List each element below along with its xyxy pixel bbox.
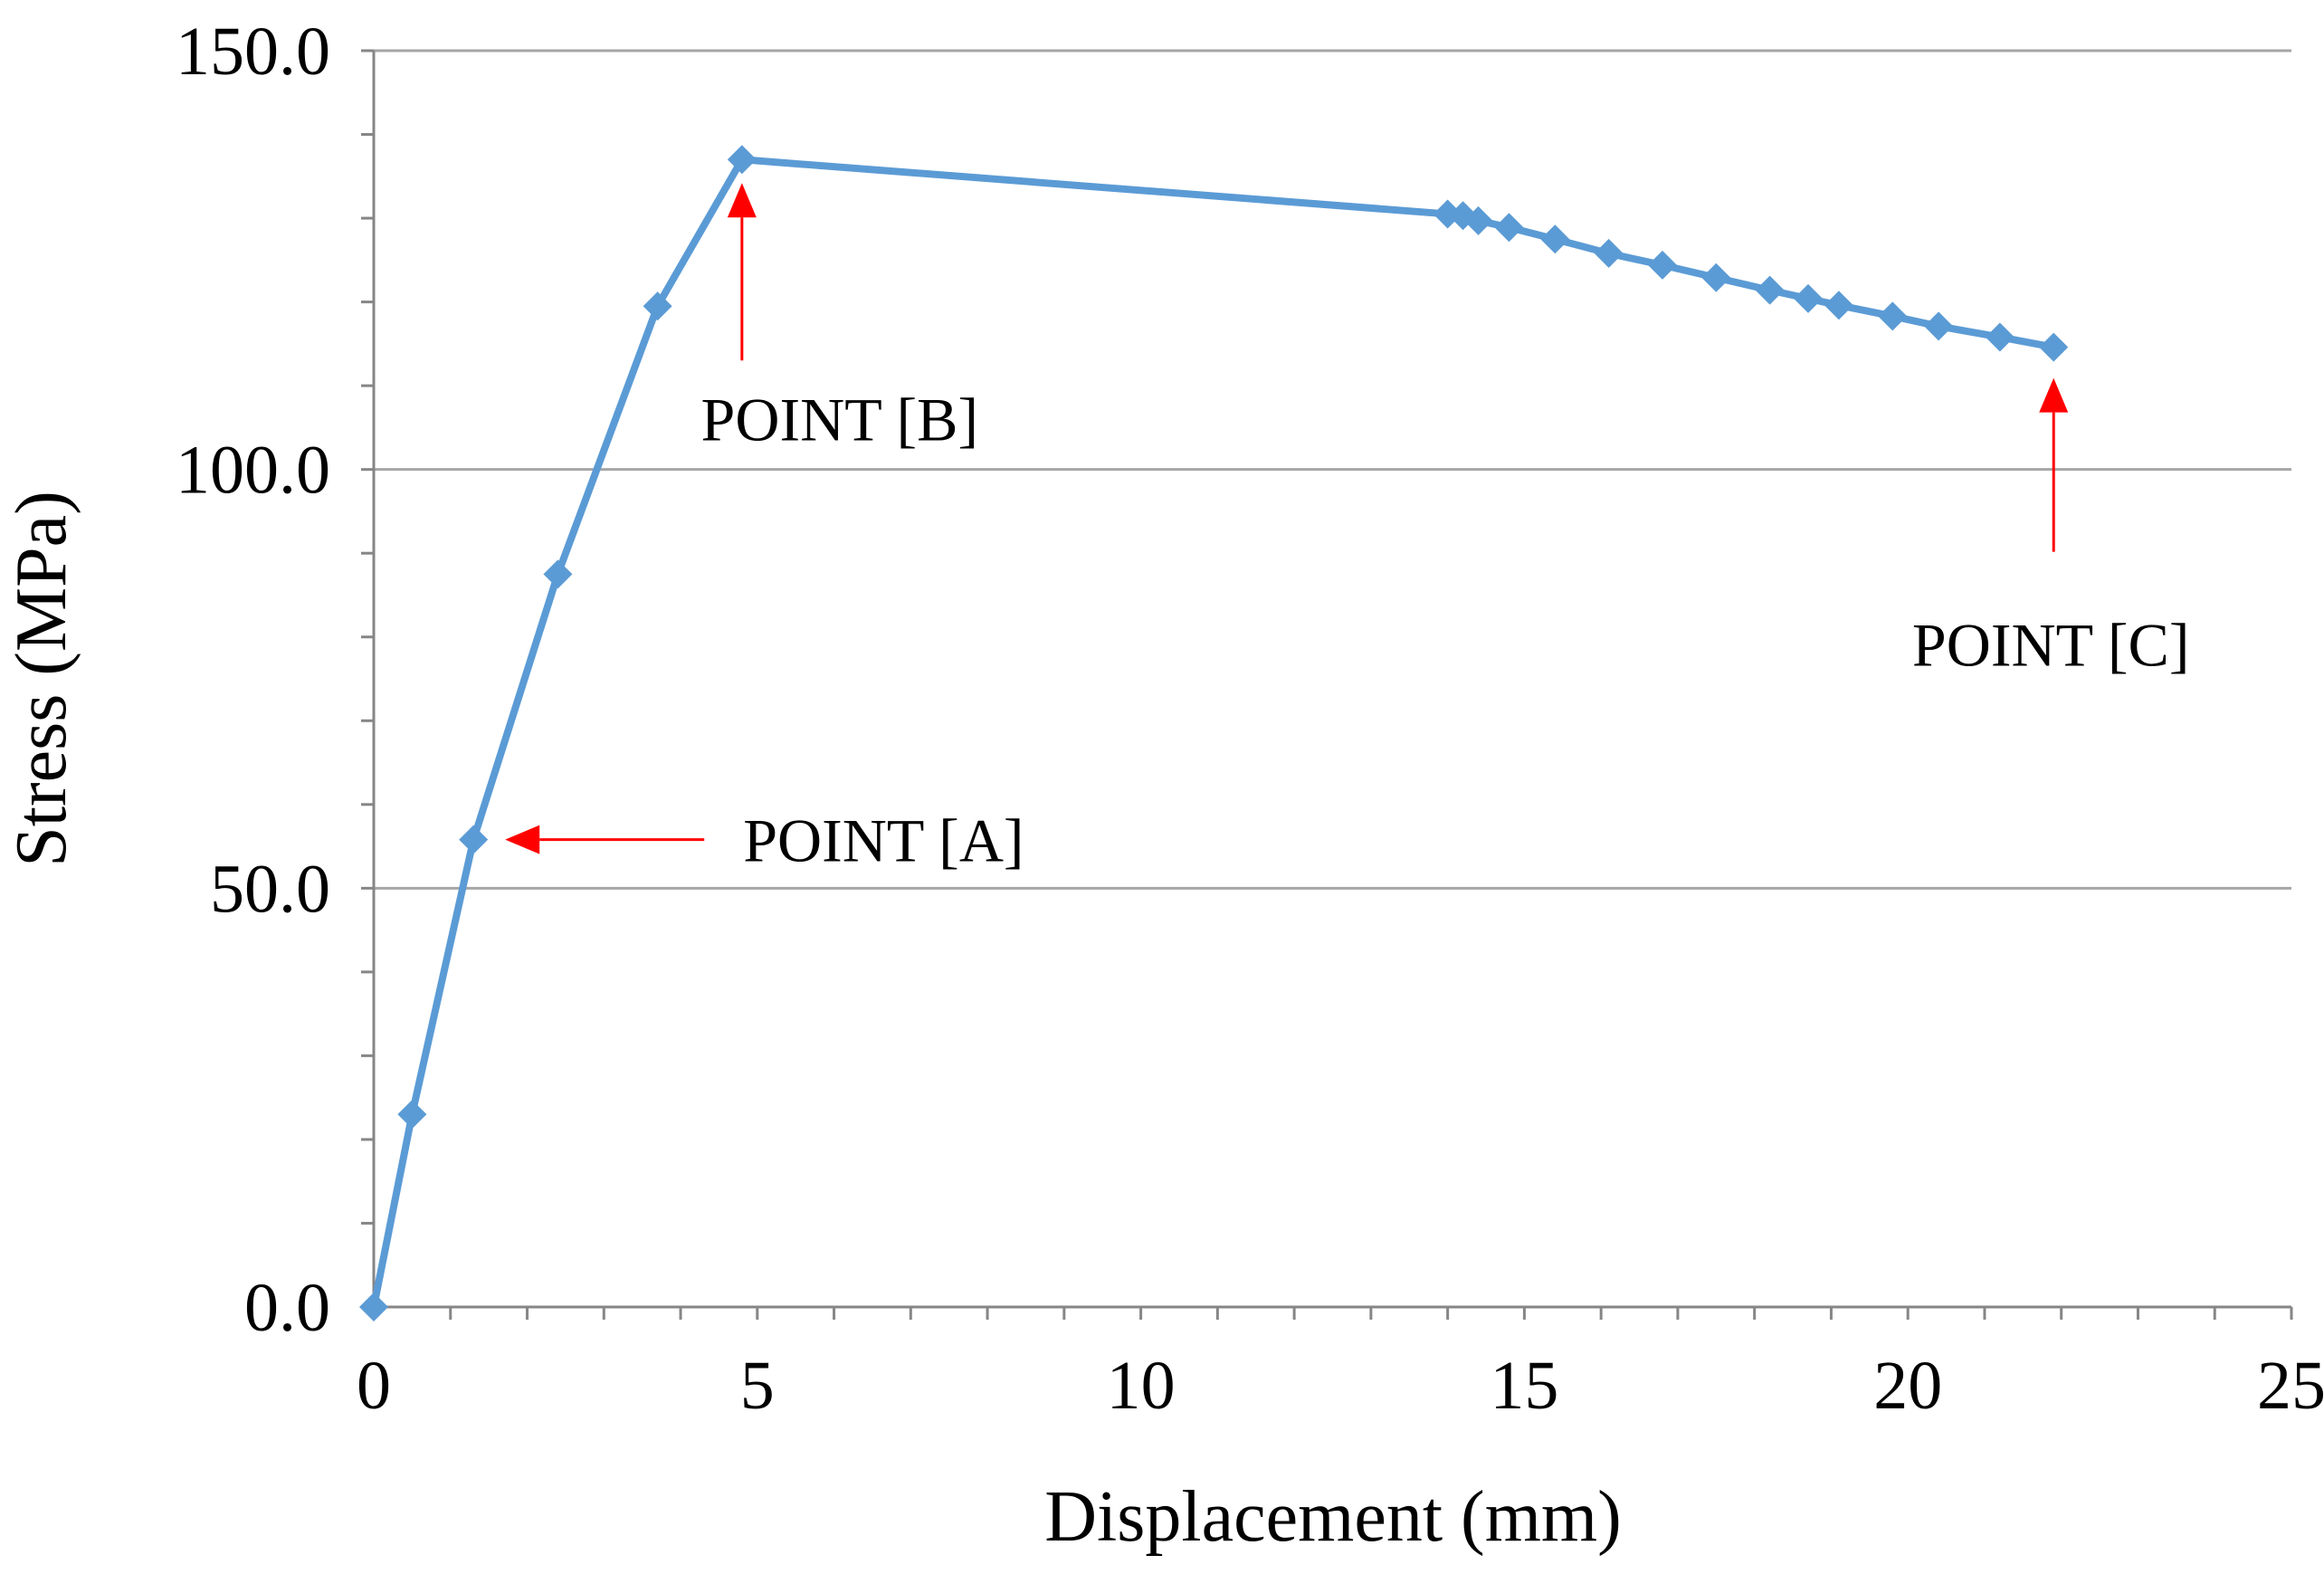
data-point-marker bbox=[359, 1293, 388, 1321]
data-point-marker bbox=[1701, 262, 1731, 292]
data-point-marker bbox=[1924, 311, 1954, 341]
point-a-arrow-head bbox=[505, 825, 540, 854]
data-point-marker bbox=[643, 291, 672, 321]
data-point-marker bbox=[1878, 301, 1908, 331]
data-point-marker bbox=[1540, 224, 1570, 254]
data-point-marker bbox=[397, 1100, 427, 1130]
x-axis-title: Displacement (mm) bbox=[1044, 1477, 1622, 1557]
data-point-marker bbox=[1985, 322, 2014, 352]
data-point-marker bbox=[1494, 213, 1524, 243]
data-point-marker bbox=[727, 145, 757, 175]
data-point-marker bbox=[1463, 205, 1493, 235]
data-point-marker bbox=[1647, 250, 1677, 280]
point-c-label: POINT [C] bbox=[1912, 611, 2190, 680]
x-tick-label: 5 bbox=[740, 1348, 775, 1424]
point-a-label: POINT [A] bbox=[743, 806, 1024, 875]
annotations: POINT [A] POINT [B] POINT [C] bbox=[505, 183, 2190, 875]
x-tick-label: 15 bbox=[1490, 1348, 1558, 1424]
data-point-marker bbox=[1824, 291, 1853, 320]
data-point-marker bbox=[543, 559, 573, 589]
point-b-label: POINT [B] bbox=[701, 385, 979, 453]
series-line bbox=[370, 156, 2054, 1308]
data-point-marker bbox=[1594, 238, 1624, 268]
axes bbox=[361, 49, 2293, 1320]
x-tick-label: 0 bbox=[357, 1348, 391, 1424]
y-axis-title: Stress (MPa) bbox=[2, 491, 81, 867]
point-c-arrow-head bbox=[2039, 377, 2069, 413]
data-point-marker bbox=[1794, 283, 1824, 313]
gridlines bbox=[374, 49, 2291, 890]
x-tick-label: 10 bbox=[1107, 1348, 1176, 1424]
y-tick-label: 0.0 bbox=[244, 1270, 330, 1346]
data-series bbox=[359, 145, 2069, 1321]
data-point-marker bbox=[459, 825, 489, 854]
point-b-arrow-head bbox=[727, 183, 757, 218]
x-tick-label: 20 bbox=[1873, 1348, 1942, 1424]
x-tick-label: 25 bbox=[2257, 1348, 2324, 1424]
data-point-marker bbox=[2039, 332, 2069, 362]
data-point-marker bbox=[1755, 275, 1785, 305]
y-tick-label: 50.0 bbox=[210, 851, 330, 927]
y-tick-label: 100.0 bbox=[176, 433, 330, 509]
y-tick-label: 150.0 bbox=[176, 14, 330, 90]
tick-labels: 0 5 10 15 20 25 0.0 50.0 100.0 150.0 bbox=[176, 14, 2324, 1424]
